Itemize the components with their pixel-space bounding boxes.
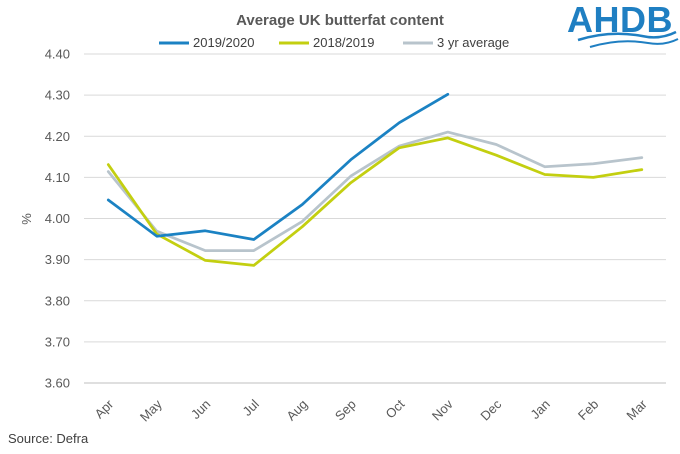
ahdb-logo: AHDB — [567, 0, 679, 48]
y-tick-label: 4.20 — [45, 129, 70, 144]
logo-wave-2 — [589, 38, 679, 48]
gridlines — [84, 53, 666, 384]
chart-title: Average UK butterfat content — [236, 12, 444, 29]
source-note: Source: Defra — [8, 431, 89, 446]
y-tick-label: 4.40 — [45, 47, 70, 62]
x-tick-label: Oct — [382, 396, 407, 421]
x-tick-label: Jul — [240, 396, 262, 418]
series-line-2018-2019 — [106, 136, 644, 267]
x-tick-label: Sep — [332, 397, 359, 424]
y-tick-label: 4.00 — [45, 211, 70, 226]
series-line-3-yr-average — [106, 130, 644, 252]
y-axis-label: % — [19, 213, 34, 225]
y-tick-label: 4.30 — [45, 88, 70, 103]
legend-label-2018-2019: 2018/2019 — [313, 35, 374, 50]
x-tick-label: Jan — [527, 397, 552, 422]
x-tick-labels: Apr May Jun Jul Aug Sep Oct Nov Dec Jan Feb Mar — [91, 396, 650, 424]
legend: 2019/2020 2018/2019 3 yr average — [159, 35, 509, 50]
x-tick-label: Nov — [429, 396, 456, 423]
x-tick-label: Aug — [283, 397, 310, 424]
series-lines — [106, 92, 644, 267]
x-tick-label: May — [137, 396, 165, 424]
y-tick-label: 4.10 — [45, 170, 70, 185]
x-tick-label: Mar — [623, 396, 650, 423]
y-tick-label: 3.80 — [45, 293, 70, 308]
y-tick-label: 3.70 — [45, 334, 70, 349]
legend-label-3yr-average: 3 yr average — [437, 35, 509, 50]
x-tick-label: Apr — [91, 396, 116, 421]
x-tick-label: Feb — [575, 397, 601, 423]
y-tick-label: 3.90 — [45, 252, 70, 267]
y-tick-labels: 3.60 3.70 3.80 3.90 4.00 4.10 4.20 4.30 4.40 — [45, 47, 70, 391]
y-tick-label: 3.60 — [45, 376, 70, 391]
x-tick-label: Jun — [188, 397, 213, 422]
x-tick-label: Dec — [477, 396, 504, 423]
logo-wave-1 — [577, 30, 677, 42]
series-line-2019-2020 — [106, 92, 450, 241]
legend-label-2019-2020: 2019/2020 — [193, 35, 254, 50]
